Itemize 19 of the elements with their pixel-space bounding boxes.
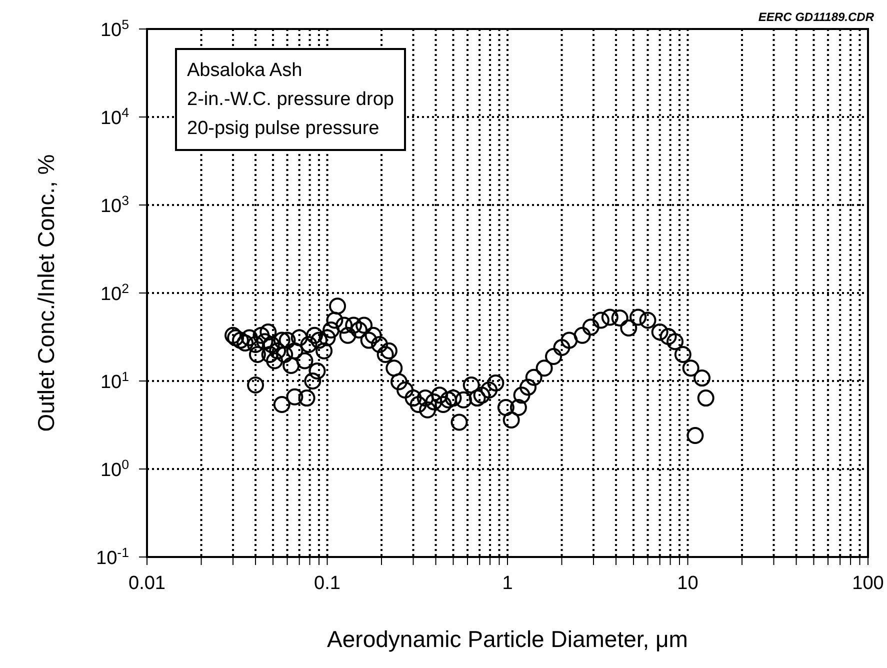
x-axis-title: Aerodynamic Particle Diameter, μm [327, 626, 688, 652]
y-axis-title: Outlet Conc./Inlet Conc., % [33, 154, 60, 432]
annotation: Absaloka Ash [187, 59, 304, 83]
x-tick-label: 1 [502, 573, 513, 594]
y-tick-label: 10$^{3}$ [100, 192, 129, 217]
annotation: 20-psig pulse pressure [187, 117, 380, 141]
y-tick-label: 10$^{-1}$ [96, 544, 129, 569]
y-tick-label: 10$^{2}$ [100, 280, 129, 305]
text: EERC GD11189.CDR [758, 10, 874, 24]
y-tick-label: 10$^{0}$ [100, 456, 129, 481]
note-box: Absaloka Ash 2-in.-W.C. pressure drop 20-psig pulse pressure [175, 48, 406, 151]
annotation: 2-in.-W.C. pressure drop [187, 88, 394, 112]
x-tick-label: 10 [677, 573, 698, 594]
x-tick-label: 0.1 [314, 573, 340, 594]
y-tick-label: 10$^{4}$ [100, 104, 129, 129]
y-tick-label: 10$^{1}$ [100, 368, 129, 393]
x-tick-label: 0.01 [128, 573, 166, 594]
x-tick-label: 100 [852, 573, 884, 594]
y-tick-label: 10$^{5}$ [100, 16, 129, 41]
